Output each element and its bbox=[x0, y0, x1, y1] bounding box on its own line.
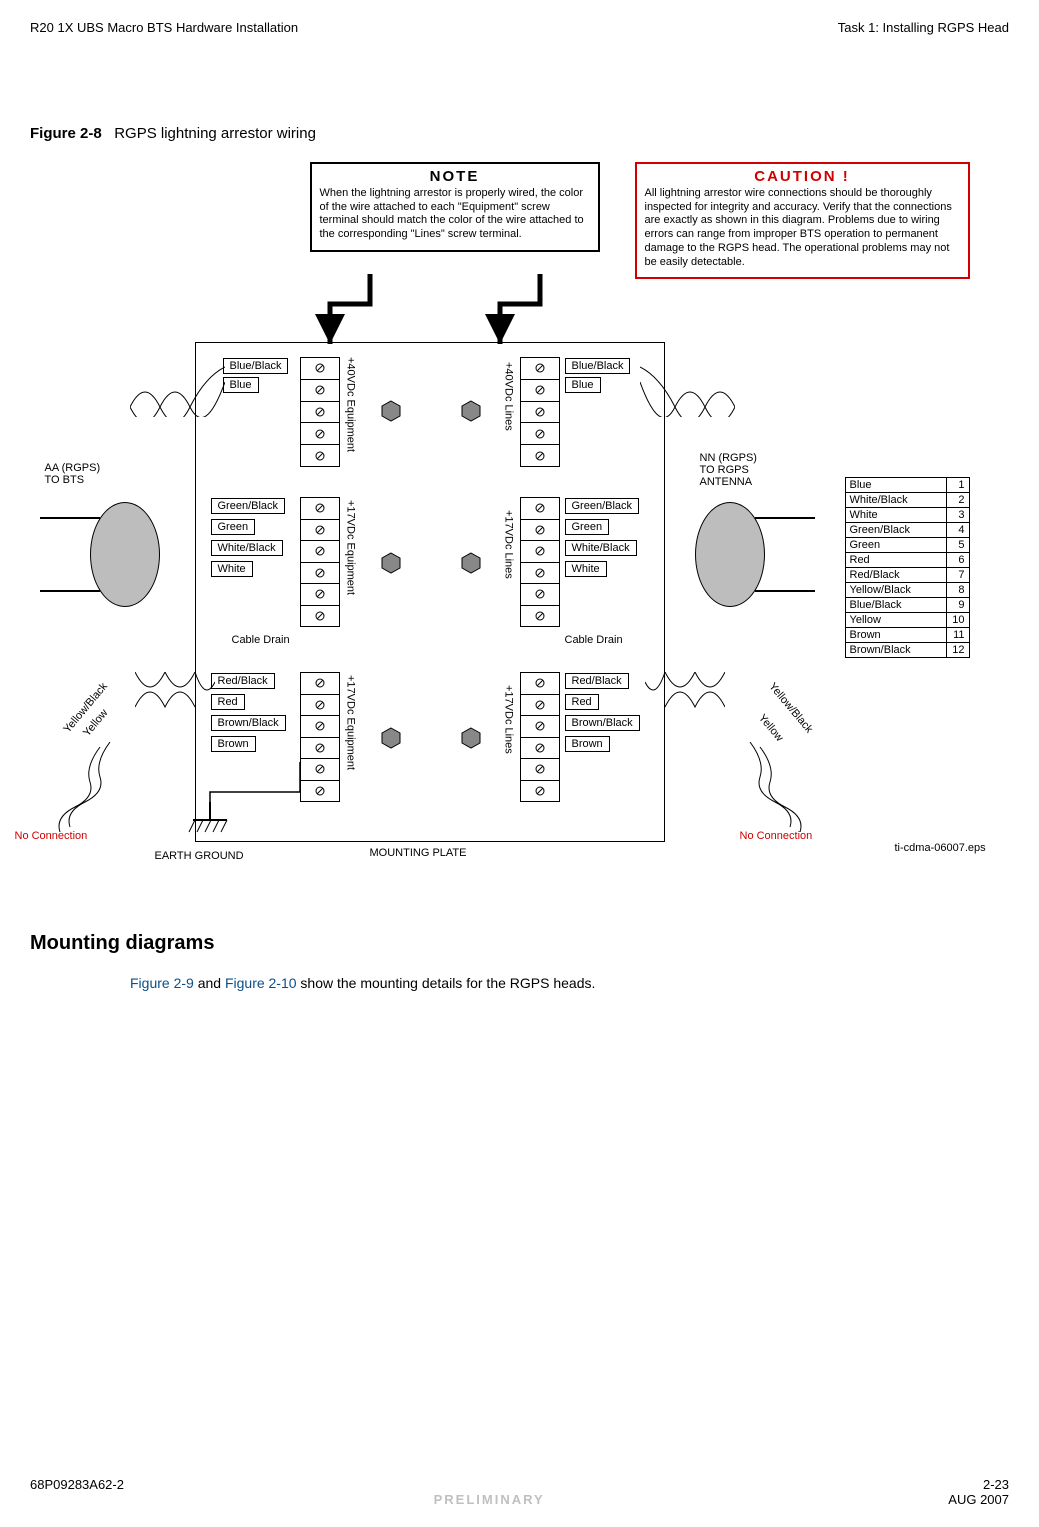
link-fig-2-9[interactable]: Figure 2-9 bbox=[130, 975, 194, 991]
wlabel: Brown/Black bbox=[565, 715, 640, 731]
wiring-diagram: NOTE When the lightning arrestor is prop… bbox=[40, 162, 1000, 882]
cable-stub-right bbox=[755, 517, 815, 592]
hex-nut bbox=[460, 727, 482, 749]
term-block-bot-right bbox=[520, 672, 560, 802]
header-left: R20 1X UBS Macro BTS Hardware Installati… bbox=[30, 20, 298, 35]
earth-ground-label: EARTH GROUND bbox=[155, 850, 244, 862]
wlabel: White bbox=[211, 561, 253, 577]
nc-tail-right bbox=[740, 742, 810, 832]
wlabel: Red bbox=[565, 694, 599, 710]
twist bbox=[645, 672, 725, 742]
hex-nut bbox=[460, 400, 482, 422]
wlabel: Green bbox=[211, 519, 256, 535]
wlabel: Green/Black bbox=[211, 498, 286, 514]
vlabel-eq17b: +17VDc Equipment bbox=[345, 675, 357, 770]
hex-nut bbox=[380, 727, 402, 749]
footer-date: AUG 2007 bbox=[948, 1492, 1009, 1507]
table-row: Yellow10 bbox=[845, 613, 970, 628]
table-row: Green/Black4 bbox=[845, 523, 970, 538]
wlabel: Red/Black bbox=[211, 673, 275, 689]
wlabel: Red bbox=[211, 694, 245, 710]
twist bbox=[640, 357, 735, 417]
wlabel: White/Black bbox=[211, 540, 283, 556]
note-title: NOTE bbox=[320, 168, 590, 187]
footer-doc-id: 68P09283A62-2 bbox=[30, 1477, 124, 1492]
note-body: When the lightning arrestor is properly … bbox=[320, 187, 590, 242]
note-box: NOTE When the lightning arrestor is prop… bbox=[310, 162, 600, 252]
vlabel-ln40: +40VDc Lines bbox=[503, 362, 515, 431]
wlabel: White bbox=[565, 561, 607, 577]
nc-tail-left bbox=[50, 742, 120, 832]
wlabel: Red/Black bbox=[565, 673, 629, 689]
table-row: Brown11 bbox=[845, 628, 970, 643]
table-row: Brown/Black12 bbox=[845, 643, 970, 658]
vlabel-eq40: +40VDc Equipment bbox=[345, 357, 357, 452]
right-port-label: NN (RGPS)TO RGPSANTENNA bbox=[700, 452, 757, 488]
table-row: White3 bbox=[845, 508, 970, 523]
page-footer: 68P09283A62-2 2-23 PRELIMINARY AUG 2007 bbox=[30, 1477, 1009, 1507]
cable-entry-left bbox=[90, 502, 160, 607]
cable-drain-right: Cable Drain bbox=[565, 634, 623, 646]
caution-box: CAUTION ! All lightning arrestor wire co… bbox=[635, 162, 970, 279]
pin-table: Blue1 White/Black2 White3 Green/Black4 G… bbox=[845, 477, 970, 658]
table-row: Blue/Black9 bbox=[845, 598, 970, 613]
term-block-mid-left bbox=[300, 497, 340, 627]
section-body: Figure 2-9 and Figure 2-10 show the moun… bbox=[130, 975, 1009, 991]
header-right: Task 1: Installing RGPS Head bbox=[838, 20, 1009, 35]
no-connection-right: No Connection bbox=[740, 830, 813, 842]
vlabel-eq17a: +17VDc Equipment bbox=[345, 500, 357, 595]
footer-page-num: 2-23 bbox=[983, 1477, 1009, 1492]
hex-nut bbox=[380, 400, 402, 422]
ground-wire bbox=[200, 762, 310, 812]
wlabel: Blue/Black bbox=[565, 358, 631, 374]
no-connection-left: No Connection bbox=[15, 830, 88, 842]
table-row: Yellow/Black8 bbox=[845, 583, 970, 598]
table-row: Blue1 bbox=[845, 477, 970, 493]
wlabel: Brown/Black bbox=[211, 715, 286, 731]
caution-body: All lightning arrestor wire connections … bbox=[645, 187, 960, 270]
table-row: Red/Black7 bbox=[845, 568, 970, 583]
footer-preliminary: PRELIMINARY bbox=[30, 1492, 948, 1507]
eps-ref: ti-cdma-06007.eps bbox=[895, 842, 986, 854]
vlabel-ln17a: +17VDc Lines bbox=[503, 510, 515, 579]
wlabel: Blue/Black bbox=[223, 358, 289, 374]
wlabel: Brown bbox=[211, 736, 256, 752]
section-heading: Mounting diagrams bbox=[30, 932, 1009, 955]
plate-label: MOUNTING PLATE bbox=[370, 847, 467, 859]
caution-title: CAUTION ! bbox=[645, 168, 960, 187]
term-block-mid-right bbox=[520, 497, 560, 627]
vlabel-ln17b: +17VDc Lines bbox=[503, 685, 515, 754]
term-block-top-left bbox=[300, 357, 340, 467]
link-fig-2-10[interactable]: Figure 2-10 bbox=[225, 975, 297, 991]
wlabel: White/Black bbox=[565, 540, 637, 556]
left-port-label: AA (RGPS)TO BTS bbox=[45, 462, 101, 486]
table-row: Red6 bbox=[845, 553, 970, 568]
figure-label: Figure 2-8 bbox=[30, 125, 102, 142]
diag-yellow-r: Yellow bbox=[756, 712, 785, 744]
wlabel: Brown bbox=[565, 736, 610, 752]
cable-drain-left: Cable Drain bbox=[232, 634, 290, 646]
twist bbox=[130, 357, 225, 417]
hex-nut bbox=[460, 552, 482, 574]
hex-nut bbox=[380, 552, 402, 574]
term-block-top-right bbox=[520, 357, 560, 467]
twist bbox=[135, 672, 215, 742]
wlabel: Blue bbox=[223, 377, 259, 393]
wlabel: Green/Black bbox=[565, 498, 640, 514]
table-row: Green5 bbox=[845, 538, 970, 553]
wlabel: Green bbox=[565, 519, 610, 535]
cable-stub-left bbox=[40, 517, 100, 592]
table-row: White/Black2 bbox=[845, 493, 970, 508]
figure-title: RGPS lightning arrestor wiring bbox=[114, 125, 316, 142]
wlabel: Blue bbox=[565, 377, 601, 393]
